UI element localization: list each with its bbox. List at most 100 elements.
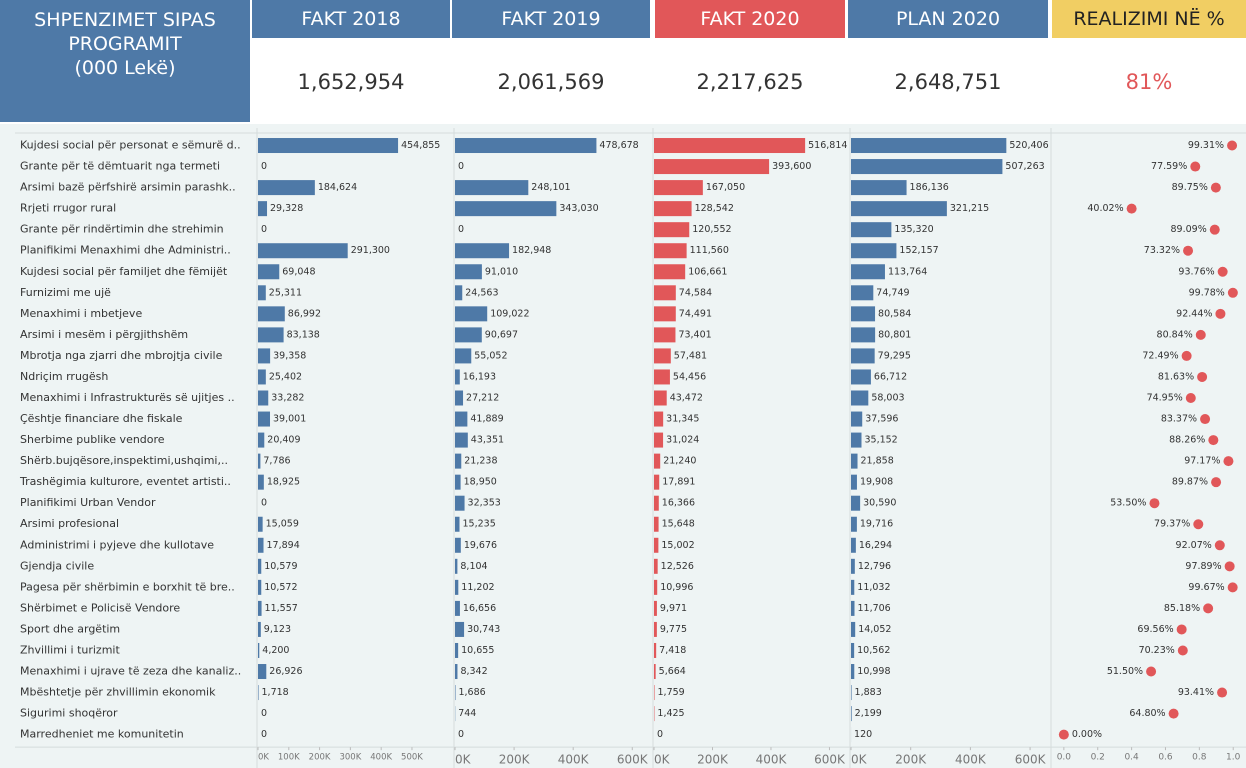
bar: [851, 327, 876, 343]
dot: [1217, 687, 1228, 698]
value-label: 14,052: [858, 624, 891, 635]
value-label: 74,491: [679, 308, 712, 319]
value-label: 80.84%: [1157, 329, 1193, 340]
subtitle: (000 Lekë): [74, 57, 176, 79]
x-tick-label: 0.6: [1158, 753, 1173, 763]
value-label: 520,406: [1009, 140, 1048, 151]
value-label: 83,138: [287, 329, 320, 340]
value-label: 343,030: [559, 203, 598, 214]
value-label: 93.76%: [1178, 266, 1214, 277]
value-label: 54,456: [673, 371, 706, 382]
bar: [258, 558, 262, 574]
value-label: 10,562: [857, 645, 890, 656]
bar: [851, 706, 852, 722]
bar: [851, 369, 871, 385]
category-label: Sport dhe argëtim: [20, 622, 120, 635]
bar: [455, 180, 529, 196]
dot: [1208, 435, 1219, 446]
bar: [851, 180, 907, 196]
value-label: 744: [458, 708, 476, 719]
bar: [654, 579, 658, 595]
value-label: 18,950: [464, 477, 497, 488]
value-label: 19,908: [860, 477, 893, 488]
value-label: 393,600: [772, 161, 811, 172]
series-header: FAKT 2020: [655, 0, 845, 38]
bar: [455, 369, 460, 385]
value-label: 0.00%: [1072, 729, 1102, 740]
value-label: 507,263: [1005, 161, 1044, 172]
x-tick-label: 0.0: [1057, 753, 1072, 763]
bar: [455, 621, 465, 637]
dot: [1168, 708, 1179, 719]
x-tick-label: 200K: [697, 753, 729, 767]
dot: [1227, 582, 1238, 593]
value-label: 70.23%: [1139, 645, 1175, 656]
dot: [1185, 393, 1196, 403]
bar: [654, 159, 770, 175]
bar: [258, 579, 262, 595]
bar: [455, 516, 460, 532]
bar: [258, 285, 266, 301]
value-label: 16,656: [463, 603, 496, 614]
category-label: Sigurimi shoqëror: [20, 707, 118, 720]
value-label: 15,059: [266, 519, 299, 530]
value-label: 15,002: [661, 540, 694, 551]
value-label: 90,697: [485, 329, 518, 340]
series-header: PLAN 2020: [848, 0, 1048, 38]
x-tick-label: 200K: [895, 753, 927, 767]
value-label: 92.07%: [1176, 540, 1212, 551]
dot: [1126, 203, 1137, 214]
bar: [258, 516, 263, 532]
value-label: 39,001: [273, 414, 306, 425]
category-label: Arsimi bazë përfshirë arsimin parashk..: [20, 181, 236, 194]
bar: [455, 474, 461, 490]
dot: [1227, 287, 1238, 298]
bar: [258, 453, 261, 469]
value-label: 5,664: [659, 666, 686, 677]
value-label: 0: [261, 498, 267, 509]
value-label: 7,418: [659, 645, 686, 656]
value-label: 182,948: [512, 245, 551, 256]
series-header: FAKT 2018: [252, 0, 450, 38]
x-tick-label: 400K: [558, 753, 590, 767]
value-label: 248,101: [531, 182, 570, 193]
bar: [851, 201, 947, 217]
bar: [455, 327, 482, 343]
value-label: 291,300: [351, 245, 390, 256]
bar: [654, 306, 676, 322]
x-tick-label: 0K: [654, 753, 671, 767]
x-tick-label: 600K: [814, 753, 846, 767]
value-label: 0: [261, 729, 267, 740]
value-label: 120,552: [692, 224, 731, 235]
bar: [455, 495, 465, 511]
dot: [1181, 350, 1192, 361]
dot: [1176, 624, 1187, 635]
value-label: 184,624: [318, 182, 357, 193]
bar: [654, 558, 658, 574]
bar: [455, 664, 458, 680]
value-label: 31,345: [666, 414, 699, 425]
value-label: 26,926: [269, 666, 302, 677]
bar: [654, 222, 690, 238]
x-tick-label: 300K: [339, 753, 361, 763]
value-label: 11,032: [857, 582, 890, 593]
value-label: 1,718: [262, 687, 289, 698]
bar: [258, 474, 264, 490]
bar: [851, 348, 875, 364]
dot: [1227, 140, 1238, 151]
bar: [851, 243, 897, 259]
x-tick-label: 400K: [955, 753, 987, 767]
value-label: 74.95%: [1147, 393, 1183, 404]
category-label: Zhvillimi i turizmit: [20, 643, 120, 656]
bar: [455, 642, 459, 658]
x-tick-label: 600K: [617, 753, 649, 767]
dot: [1211, 477, 1222, 488]
dot: [1224, 561, 1235, 572]
bar: [654, 180, 703, 196]
category-label: Sherbime publike vendore: [20, 433, 165, 446]
bar: [851, 138, 1007, 154]
value-label: 12,796: [858, 561, 891, 572]
value-label: 40.02%: [1087, 203, 1123, 214]
bar: [851, 222, 892, 238]
